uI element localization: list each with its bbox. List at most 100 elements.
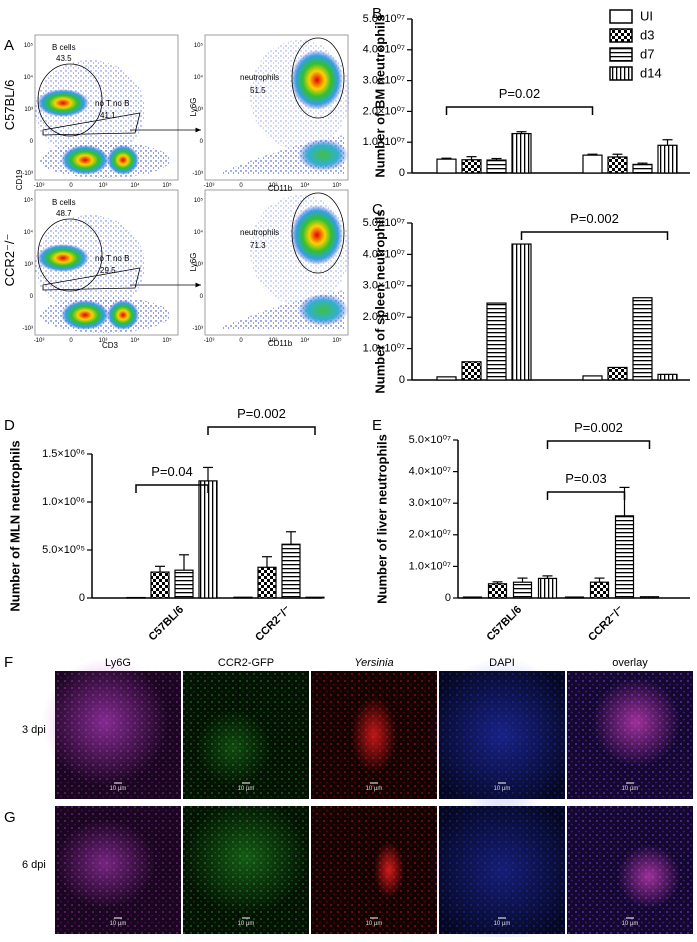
legend-label: d14 — [640, 65, 662, 80]
x-tick-label: 10³ — [99, 183, 108, 189]
legend-swatch — [609, 28, 633, 43]
axis-label: CD11b — [268, 339, 293, 348]
y-tick-label: -10³ — [192, 326, 203, 332]
y-tick-label: 5.0×10⁰⁵ — [42, 544, 85, 556]
bar — [582, 154, 603, 174]
y-tick-label: 2.0×10⁰⁷ — [363, 311, 405, 323]
legend-label: UI — [640, 8, 653, 23]
y-tick-label: 4.0×10⁰⁷ — [363, 248, 405, 260]
micrograph: 10 µm — [567, 806, 693, 934]
bar — [632, 163, 653, 174]
bar — [257, 566, 277, 599]
x-tick-label: 10⁵ — [332, 337, 342, 344]
gate — [37, 218, 103, 292]
gate-label: neutrophils — [240, 228, 279, 237]
gate-label: B cells — [52, 198, 76, 207]
p-value: P=0.002 — [237, 406, 286, 421]
gate-value: 51.5 — [250, 86, 266, 95]
bar — [511, 132, 532, 174]
bar — [486, 302, 507, 381]
bar — [607, 156, 628, 174]
signal — [374, 841, 405, 899]
signal — [592, 677, 681, 767]
y-tick-label: 10⁵ — [24, 197, 34, 204]
micrograph: 10 µm — [311, 806, 437, 934]
population — [61, 300, 109, 330]
axis-label: CD11b — [268, 184, 293, 193]
y-tick-label: 1.0×10⁰⁷ — [363, 136, 405, 148]
y-tick-label: 2.0×10⁰⁷ — [409, 529, 451, 541]
signal — [617, 844, 681, 909]
panel-label: F — [4, 654, 13, 671]
population — [107, 145, 139, 175]
y-tick-label: 10⁴ — [194, 229, 204, 236]
axis-label: Ly6G — [189, 253, 198, 272]
axis-label: Ly6G — [189, 98, 198, 117]
y-tick-label: 5.0×10⁰⁷ — [363, 217, 405, 229]
y-tick-label: 3.0×10⁰⁷ — [363, 75, 405, 87]
bar — [126, 596, 146, 599]
micrograph: 10 µm — [311, 671, 437, 799]
micrograph: 10 µm — [183, 671, 309, 799]
legend-swatch — [609, 66, 633, 81]
row-label: CCR2⁻/⁻ — [2, 234, 17, 287]
gate-label: no T no B — [95, 99, 129, 108]
bar — [174, 569, 194, 599]
y-axis-label: Number of spleen neutrophils — [372, 209, 387, 393]
micrograph: 10 µm — [55, 806, 181, 934]
legend-label: d7 — [640, 46, 654, 61]
y-tick-label: 3.0×10⁰⁷ — [409, 497, 451, 509]
scale-bar-label: 10 µm — [366, 921, 383, 927]
y-tick-label: 10³ — [24, 107, 33, 113]
x-tick-label: 0 — [239, 338, 243, 344]
bar — [512, 581, 533, 599]
x-tick-label: C57BL/6 — [147, 604, 187, 644]
x-tick-label: 10⁴ — [130, 182, 140, 189]
bar — [607, 366, 628, 381]
error-bar — [203, 466, 213, 481]
significance-bracket — [207, 426, 316, 435]
population — [298, 139, 348, 171]
x-tick-label: CCR2⁻/⁻ — [586, 604, 626, 644]
error-bar — [517, 577, 528, 583]
bar — [537, 577, 558, 599]
error-bar — [286, 531, 296, 545]
gate — [291, 192, 345, 274]
population — [61, 145, 109, 175]
y-tick-label: 4.0×10⁰⁷ — [363, 44, 405, 56]
row-label: 3 dpi — [22, 724, 46, 736]
micrograph: 10 µm — [426, 658, 578, 812]
error-bar — [262, 556, 272, 568]
y-tick-label: 10³ — [194, 107, 203, 113]
y-tick-label: 10⁴ — [24, 74, 34, 81]
y-tick-label: 3.0×10⁰⁷ — [363, 280, 405, 292]
bar — [487, 583, 508, 599]
p-value: P=0.002 — [574, 420, 623, 435]
p-value: P=0.002 — [570, 211, 619, 226]
bar — [511, 243, 532, 381]
gate-label: no T no B — [95, 254, 129, 263]
x-tick-label: 10⁴ — [130, 337, 140, 344]
y-tick-label: 5.0×10⁰⁷ — [363, 13, 405, 25]
gate — [37, 63, 103, 137]
significance-bracket — [546, 491, 626, 500]
x-tick-label: 10³ — [269, 338, 278, 344]
y-tick-label: 0 — [200, 294, 204, 300]
y-tick-label: 10⁵ — [194, 197, 204, 204]
x-tick-label: 10⁵ — [332, 182, 342, 189]
x-tick-label: 0 — [69, 183, 73, 189]
y-tick-label: 4.0×10⁰⁷ — [409, 466, 451, 478]
panel-label: A — [4, 37, 14, 54]
p-value: P=0.02 — [499, 86, 541, 101]
legend-swatch — [609, 47, 633, 62]
y-tick-label: 1.0×10⁰⁷ — [409, 560, 451, 572]
micrograph: 10 µm — [426, 793, 578, 942]
gate-label: neutrophils — [240, 73, 279, 82]
bar — [198, 480, 218, 599]
population — [298, 294, 348, 326]
x-tick-label: -10³ — [204, 183, 215, 189]
y-tick-label: -10³ — [22, 326, 33, 332]
gate-label: B cells — [52, 43, 76, 52]
y-axis-label: Number of MLN neutrophils — [7, 440, 22, 611]
bar — [461, 159, 482, 174]
